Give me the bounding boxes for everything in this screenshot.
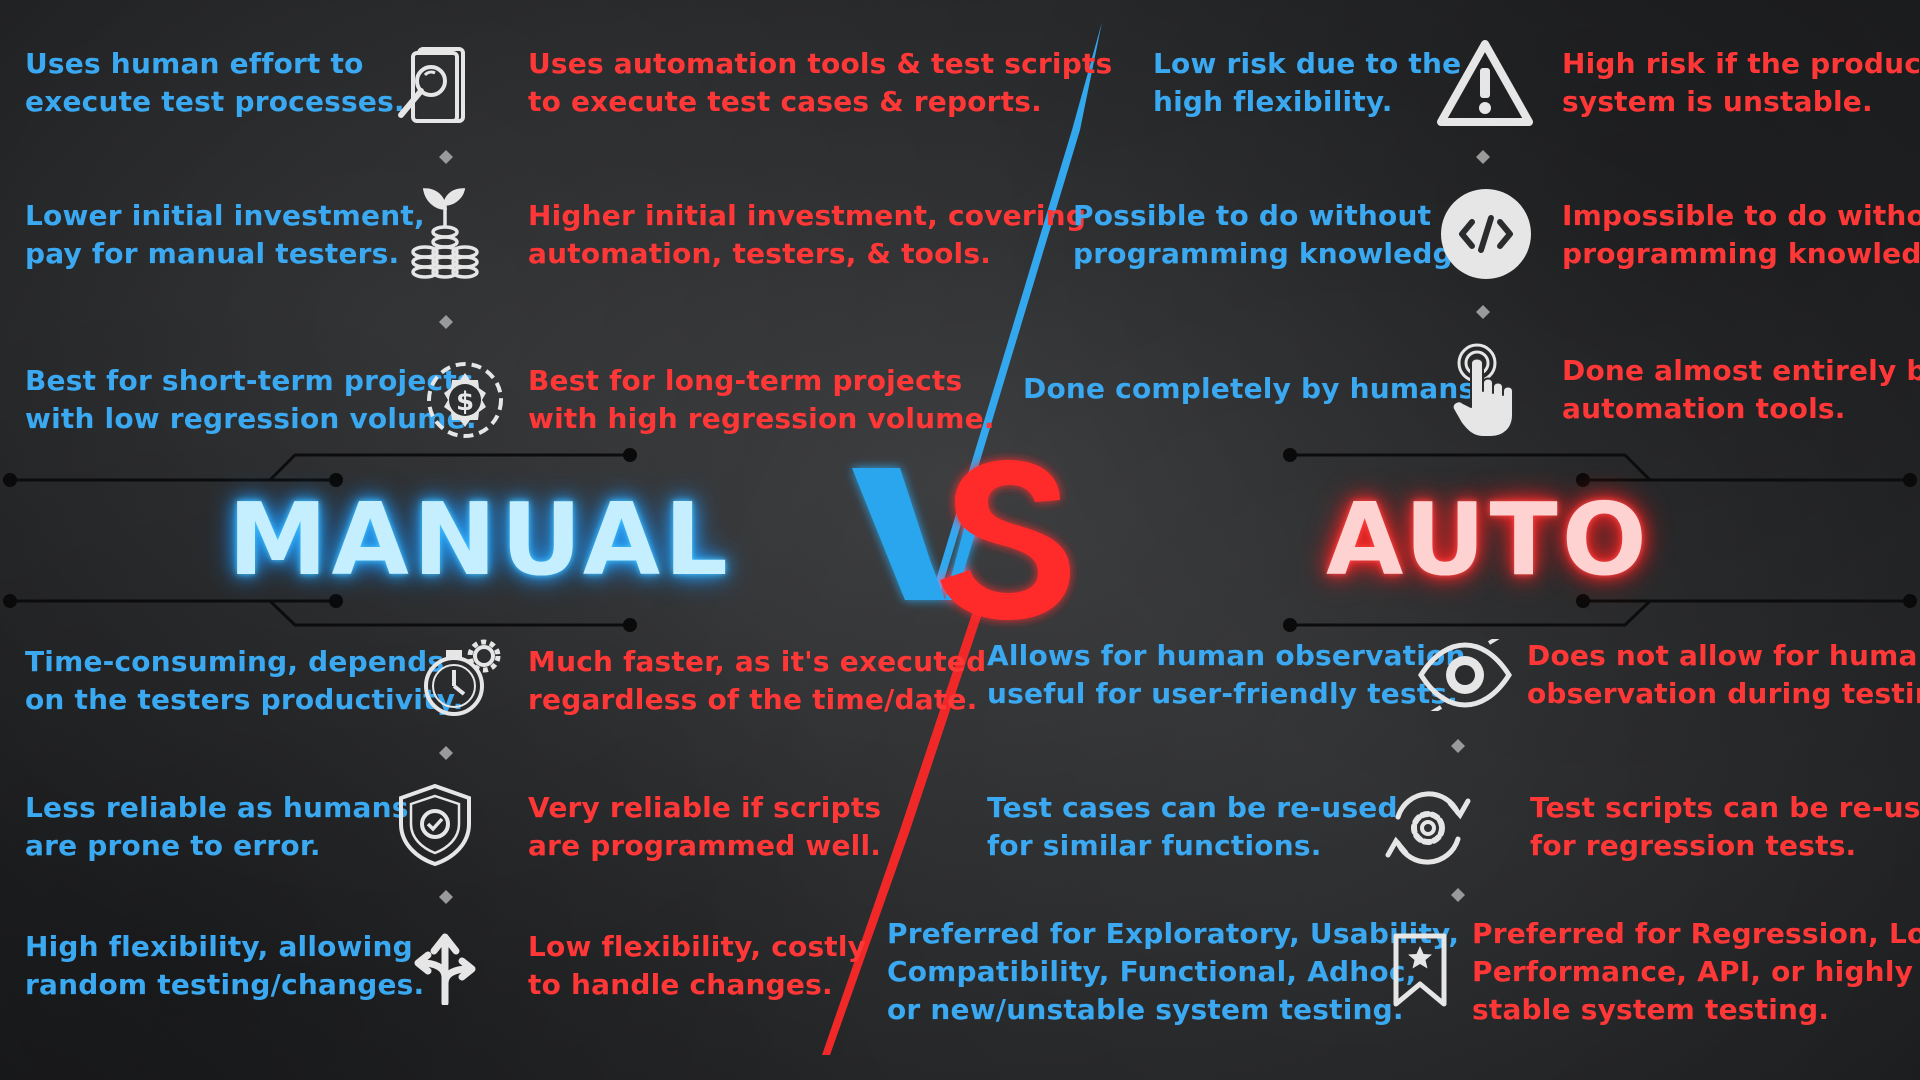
auto-point: Impossible to do without programming kno…: [1562, 197, 1920, 273]
text-line: Best for short-term projects: [25, 364, 474, 397]
text-line: or new/unstable system testing.: [887, 993, 1404, 1026]
auto-point: Does not allow for human observation dur…: [1527, 637, 1920, 713]
manual-title: MANUAL: [228, 481, 732, 598]
text-line: automation, testers, & tools.: [528, 237, 992, 270]
auto-point: Very reliable if scripts are programmed …: [528, 789, 881, 865]
manual-point: Possible to do without programming knowl…: [1073, 197, 1483, 273]
auto-point: Preferred for Regression, Load, Performa…: [1472, 915, 1920, 1029]
text-line: random testing/changes.: [25, 968, 425, 1001]
text-line: system is unstable.: [1562, 85, 1873, 118]
text-line: with low regression volume.: [25, 402, 477, 435]
text-line: are programmed well.: [528, 829, 882, 862]
text-line: High risk if the products': [1562, 47, 1920, 80]
dollar-gear-icon: $: [420, 355, 510, 445]
split-arrows-icon: [400, 920, 490, 1010]
text-line: with high regression volume.: [528, 402, 995, 435]
text-line: Does not allow for human: [1527, 639, 1920, 672]
circuit-nodes-right: [1283, 448, 1917, 632]
text-line: Much faster, as it's executed: [528, 645, 987, 678]
text-line: Test scripts can be re-used: [1530, 791, 1920, 824]
vs-slash: [822, 22, 1102, 1055]
text-line: execute test processes.: [25, 85, 405, 118]
text-line: Compatibility, Functional, Adhoc,: [887, 955, 1417, 988]
text-line: on the testers productivity.: [25, 683, 464, 716]
auto-point: Low flexibility, costly to handle change…: [528, 928, 866, 1004]
touch-hand-icon: [1445, 340, 1525, 440]
auto-point: High risk if the products' system is uns…: [1562, 45, 1920, 121]
manual-point: Allows for human observation, useful for…: [987, 637, 1476, 713]
manual-point: Lower initial investment, pay for manual…: [25, 197, 425, 273]
manual-point: Uses human effort to execute test proces…: [25, 45, 405, 121]
text-line: are prone to error.: [25, 829, 321, 862]
text-line: High flexibility, allowing: [25, 930, 413, 963]
text-line: Impossible to do without: [1562, 199, 1920, 232]
text-line: Time-consuming, depends: [25, 645, 445, 678]
auto-point: Uses automation tools & test scripts to …: [528, 45, 1112, 121]
auto-title: AUTO: [1326, 481, 1651, 598]
auto-point: Much faster, as it's executed regardless…: [528, 643, 986, 719]
text-line: Possible to do without: [1073, 199, 1432, 232]
text-line: Lower initial investment,: [25, 199, 425, 232]
shield-check-icon: [390, 780, 480, 870]
bookmark-star-icon: [1390, 930, 1450, 1010]
text-line: Preferred for Exploratory, Usability,: [887, 917, 1460, 950]
vs-mark: [852, 460, 1070, 620]
text-line: regardless of the time/date.: [528, 683, 978, 716]
manual-point: High flexibility, allowing random testin…: [25, 928, 424, 1004]
svg-text:$: $: [456, 387, 474, 417]
text-line: Best for long-term projects: [528, 364, 963, 397]
text-line: pay for manual testers.: [25, 237, 400, 270]
text-line: Preferred for Regression, Load,: [1472, 917, 1920, 950]
text-line: to handle changes.: [528, 968, 833, 1001]
stopwatch-gear-icon: [415, 635, 505, 725]
text-line: automation tools.: [1562, 392, 1846, 425]
text-line: for regression tests.: [1530, 829, 1857, 862]
manual-point: Done completely by humans.: [1023, 370, 1486, 408]
text-line: Done completely by humans.: [1023, 372, 1487, 405]
auto-point: Test scripts can be re-used for regressi…: [1530, 789, 1920, 865]
text-line: Uses human effort to: [25, 47, 364, 80]
text-line: stable system testing.: [1472, 993, 1830, 1026]
manual-point: Less reliable as humans are prone to err…: [25, 789, 409, 865]
auto-point: Higher initial investment, covering auto…: [528, 197, 1086, 273]
manual-point: Time-consuming, depends on the testers p…: [25, 643, 463, 719]
auto-point: Best for long-term projects with high re…: [528, 362, 995, 438]
text-line: Performance, API, or highly: [1472, 955, 1914, 988]
warning-triangle-icon: [1435, 35, 1535, 130]
text-line: to execute test cases & reports.: [528, 85, 1042, 118]
code-icon: [1440, 188, 1532, 280]
left-dividers: [160, 150, 700, 904]
refresh-gear-icon: [1378, 780, 1478, 875]
circuit-nodes-left: [3, 448, 637, 632]
eye-icon: [1415, 635, 1515, 715]
text-line: Very reliable if scripts: [528, 791, 882, 824]
manual-point: Low risk due to the high flexibility.: [1153, 45, 1461, 121]
text-line: Test cases can be re-used: [987, 791, 1398, 824]
text-line: Low flexibility, costly: [528, 930, 867, 963]
plant-coins-icon: [400, 185, 490, 285]
manual-point: Test cases can be re-used for similar fu…: [987, 789, 1398, 865]
manual-point: Preferred for Exploratory, Usability, Co…: [887, 915, 1459, 1029]
text-line: Higher initial investment, covering: [528, 199, 1087, 232]
magnifier-document-icon: [390, 40, 480, 130]
text-line: programming knowledge.: [1562, 237, 1920, 270]
text-line: programming knowledge.: [1073, 237, 1483, 270]
text-line: Less reliable as humans: [25, 791, 409, 824]
text-line: Allows for human observation,: [987, 639, 1477, 672]
right-dividers: [1080, 150, 1820, 902]
circuit-traces-right: [1290, 453, 1910, 627]
auto-point: Done almost entirely by automation tools…: [1562, 352, 1920, 428]
manual-point: Best for short-term projects with low re…: [25, 362, 477, 438]
circuit-traces-left: [10, 453, 630, 627]
text-line: Done almost entirely by: [1562, 354, 1920, 387]
text-line: Low risk due to the: [1153, 47, 1462, 80]
text-line: useful for user-friendly tests.: [987, 677, 1459, 710]
text-line: Uses automation tools & test scripts: [528, 47, 1113, 80]
text-line: observation during testing.: [1527, 677, 1920, 710]
text-line: for similar functions.: [987, 829, 1322, 862]
text-line: high flexibility.: [1153, 85, 1393, 118]
